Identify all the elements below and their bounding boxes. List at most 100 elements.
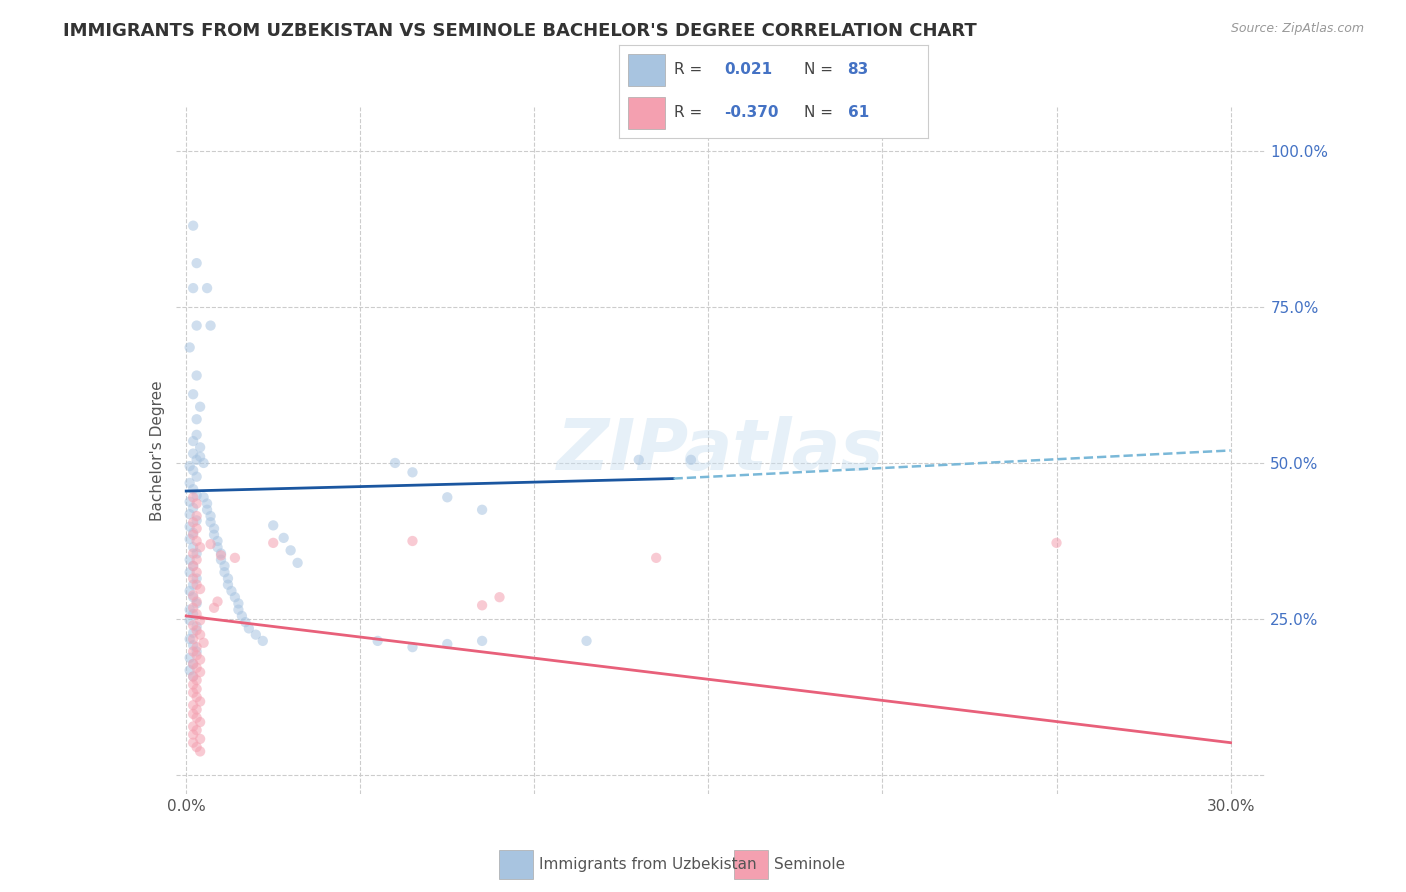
Point (186, 453, 208, 467)
Point (287, 556, 309, 570)
Point (181, 698, 204, 713)
Point (181, 482, 204, 496)
Text: N =: N = (804, 62, 834, 78)
Point (401, 640, 423, 655)
Point (214, 566, 236, 580)
Point (207, 541, 229, 555)
Point (186, 703, 208, 717)
Point (186, 661, 208, 675)
Point (186, 740, 208, 755)
Point (224, 550, 246, 565)
Point (224, 591, 246, 605)
Point (645, 550, 668, 565)
Bar (499, 850, 533, 879)
Point (188, 441, 211, 455)
Point (188, 450, 211, 464)
Point (214, 558, 236, 574)
Bar (628, 54, 665, 86)
Point (188, 653, 211, 667)
Point (401, 533, 423, 548)
Point (186, 673, 208, 688)
Point (181, 644, 204, 658)
Point (186, 552, 208, 567)
Point (228, 603, 250, 617)
Point (181, 588, 204, 602)
Point (186, 428, 208, 442)
Point (181, 516, 204, 530)
Point (202, 600, 225, 615)
Point (179, 566, 201, 580)
Point (245, 628, 267, 642)
Point (181, 546, 204, 561)
Point (181, 571, 204, 585)
Point (228, 596, 250, 610)
Point (181, 591, 204, 605)
Point (235, 615, 257, 630)
Point (181, 281, 204, 295)
Point (238, 622, 260, 636)
Point (181, 387, 204, 401)
Text: IMMIGRANTS FROM UZBEKISTAN VS SEMINOLE BACHELOR'S DEGREE CORRELATION CHART: IMMIGRANTS FROM UZBEKISTAN VS SEMINOLE B… (63, 22, 977, 40)
Point (186, 566, 208, 580)
Text: 83: 83 (848, 62, 869, 78)
Point (207, 533, 229, 548)
Point (262, 518, 284, 533)
Point (488, 591, 510, 605)
Point (181, 558, 204, 574)
Point (209, 552, 232, 567)
Point (471, 633, 494, 648)
Bar (734, 850, 768, 879)
Point (188, 541, 211, 555)
Point (188, 613, 211, 627)
Point (186, 607, 208, 621)
Text: ZIPatlas: ZIPatlas (557, 416, 884, 485)
Text: Source: ZipAtlas.com: Source: ZipAtlas.com (1230, 22, 1364, 36)
Point (186, 469, 208, 483)
Point (186, 256, 208, 270)
Point (188, 582, 211, 596)
Point (179, 340, 201, 354)
Point (188, 665, 211, 680)
Point (188, 715, 211, 730)
Point (217, 578, 239, 592)
Point (181, 558, 204, 574)
Text: R =: R = (675, 62, 703, 78)
Point (179, 494, 201, 508)
Point (186, 546, 208, 561)
Point (186, 640, 208, 655)
Point (436, 491, 458, 505)
Point (280, 543, 302, 558)
Point (186, 571, 208, 585)
Point (186, 690, 208, 705)
Text: 61: 61 (848, 105, 869, 120)
Point (186, 368, 208, 383)
Point (179, 584, 201, 599)
Point (181, 219, 204, 233)
Point (181, 541, 204, 555)
Point (186, 496, 208, 510)
Point (181, 434, 204, 449)
Point (181, 632, 204, 646)
Point (179, 519, 201, 533)
Point (179, 663, 201, 677)
Point (679, 453, 702, 467)
Point (202, 528, 225, 542)
Point (181, 678, 204, 692)
Point (181, 607, 204, 621)
Point (209, 549, 232, 563)
Point (200, 516, 222, 530)
Point (186, 648, 208, 663)
Point (181, 736, 204, 750)
Point (202, 521, 225, 535)
Point (186, 488, 208, 502)
Point (217, 571, 239, 585)
Text: 0.021: 0.021 (724, 62, 772, 78)
Point (401, 466, 423, 480)
Point (181, 669, 204, 683)
Text: -0.370: -0.370 (724, 105, 779, 120)
Point (181, 706, 204, 721)
Point (188, 400, 211, 414)
Point (252, 633, 274, 648)
Point (188, 744, 211, 758)
Point (221, 584, 243, 599)
